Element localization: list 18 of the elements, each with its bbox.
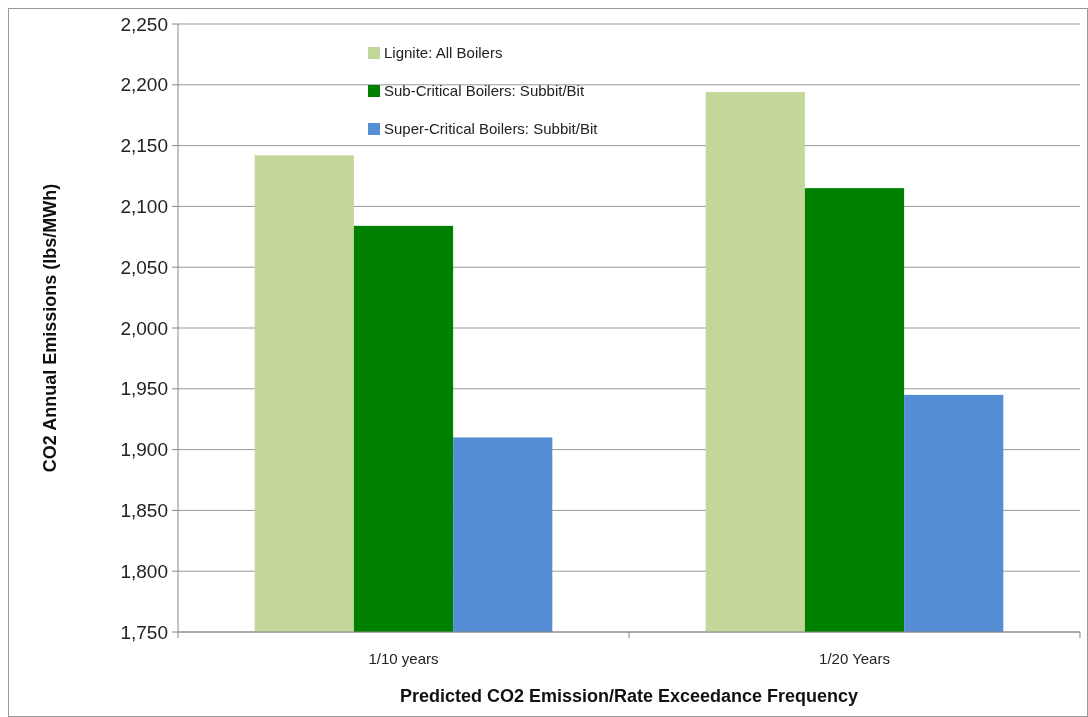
y-tick-label: 1,900 — [120, 439, 168, 461]
y-axis-title: CO2 Annual Emissions (lbs/MWh) — [40, 183, 60, 473]
y-tick-label: 1,800 — [120, 560, 168, 582]
legend-label: Lignite: All Boilers — [384, 44, 503, 61]
x-axis-title: Predicted CO2 Emission/Rate Exceedance Frequency — [399, 686, 859, 706]
legend-label: Super-Critical Boilers: Subbit/Bit — [384, 120, 599, 137]
y-tick-label: 2,250 — [120, 13, 168, 35]
y-tick-label: 1,950 — [120, 378, 168, 400]
y-tick-label: 2,200 — [120, 74, 168, 96]
y-tick-label: 2,000 — [120, 317, 168, 339]
legend-label: Sub-Critical Boilers: Subbit/Bit — [384, 82, 585, 99]
x-tick-label: 1/10 years — [368, 650, 439, 667]
y-tick-label: 1,850 — [120, 500, 168, 522]
x-tick-label: 1/20 Years — [819, 650, 890, 667]
y-tick-label: 1,750 — [120, 621, 168, 643]
y-tick-label: 2,100 — [120, 196, 168, 218]
y-tick-label: 2,150 — [120, 135, 168, 157]
y-tick-label: 2,050 — [120, 256, 168, 278]
